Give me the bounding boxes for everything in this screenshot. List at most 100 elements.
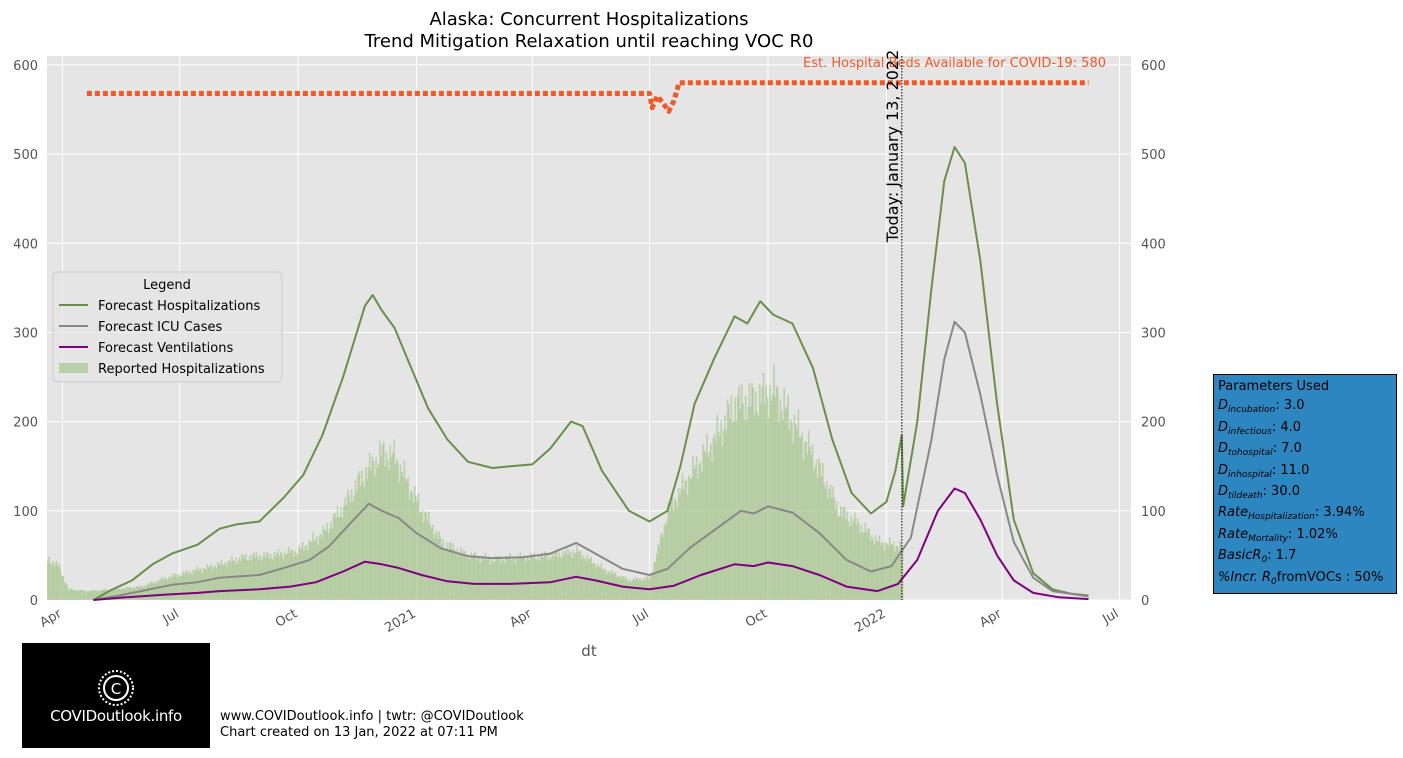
reported-hospitalization-bar xyxy=(160,578,162,600)
reported-hospitalization-bar xyxy=(793,414,796,600)
reported-hospitalization-bar xyxy=(664,525,667,600)
reported-hospitalization-bar xyxy=(655,553,658,600)
reported-hospitalization-bar xyxy=(738,386,740,600)
reported-hospitalization-bar xyxy=(466,553,469,600)
reported-hospitalization-bar xyxy=(68,588,71,600)
reported-hospitalization-bar xyxy=(756,411,758,600)
legend-label: Forecast Hospitalizations xyxy=(98,299,260,314)
reported-hospitalization-bar xyxy=(54,562,57,600)
reported-hospitalization-bar xyxy=(218,563,220,600)
reported-hospitalization-bar xyxy=(111,589,113,600)
reported-hospitalization-bar xyxy=(133,587,135,600)
reported-hospitalization-bar xyxy=(350,489,353,600)
reported-hospitalization-bar xyxy=(232,560,234,600)
reported-hospitalization-bar xyxy=(702,444,704,600)
reported-hospitalization-bar xyxy=(654,561,657,600)
reported-hospitalization-bar xyxy=(179,576,182,600)
reported-hospitalization-bar xyxy=(537,555,540,600)
reported-hospitalization-bar xyxy=(868,528,870,600)
reported-hospitalization-bar xyxy=(729,418,731,600)
reported-hospitalization-bar xyxy=(551,551,554,600)
reported-hospitalization-bar xyxy=(822,463,824,600)
reported-hospitalization-bar xyxy=(367,466,370,600)
reported-hospitalization-bar xyxy=(806,454,809,600)
reported-hospitalization-bar xyxy=(609,573,612,600)
reported-hospitalization-bar xyxy=(211,569,214,600)
reported-hospitalization-bar xyxy=(493,562,496,600)
reported-hospitalization-bar xyxy=(117,588,120,600)
reported-hospitalization-bar xyxy=(72,589,75,600)
reported-hospitalization-bar xyxy=(886,544,888,600)
legend-swatch xyxy=(59,363,88,373)
reported-hospitalization-bar xyxy=(247,560,250,600)
reported-hospitalization-bar xyxy=(670,501,672,600)
reported-hospitalization-bar xyxy=(278,556,281,600)
reported-hospitalization-bar xyxy=(258,560,260,600)
reported-hospitalization-bar xyxy=(855,524,858,600)
reported-hospitalization-bar xyxy=(558,551,560,600)
reported-hospitalization-bar xyxy=(59,570,62,600)
reported-hospitalization-bar xyxy=(536,559,538,600)
reported-hospitalization-bar xyxy=(619,578,622,600)
reported-hospitalization-bar xyxy=(858,523,860,600)
reported-hospitalization-bar xyxy=(486,559,488,600)
reported-hospitalization-bar xyxy=(623,578,626,600)
reported-hospitalization-bar xyxy=(76,589,79,600)
reported-hospitalization-bar xyxy=(281,554,283,600)
series-line-est-hospital-beds-available-for-covid-19 xyxy=(86,80,1089,114)
reported-hospitalization-bar xyxy=(240,560,242,600)
reported-hospitalization-bar xyxy=(628,579,631,600)
legend-title: Legend xyxy=(143,278,191,293)
reported-hospitalization-bar xyxy=(67,589,70,600)
reported-hospitalization-bar xyxy=(370,470,372,600)
parameter-row: RateHospitalization: 3.94% xyxy=(1218,503,1390,524)
svg-text:C: C xyxy=(111,680,121,698)
reported-hospitalization-bar xyxy=(161,577,164,600)
reported-hospitalization-bar xyxy=(516,556,519,600)
reported-hospitalization-bar xyxy=(467,558,470,600)
reported-hospitalization-bar xyxy=(225,567,228,600)
x-tick-label: Apr xyxy=(37,606,65,631)
reported-hospitalization-bar xyxy=(254,557,256,600)
reported-hospitalization-bar xyxy=(488,557,491,600)
reported-hospitalization-bar xyxy=(403,460,406,600)
reported-hospitalization-bar xyxy=(300,546,303,600)
reported-hospitalization-bar xyxy=(650,573,653,600)
reported-hospitalization-bar xyxy=(627,581,630,600)
reported-hospitalization-bar xyxy=(462,549,465,600)
reported-hospitalization-bar xyxy=(797,408,800,600)
reported-hospitalization-bar xyxy=(879,545,882,600)
reported-hospitalization-bar xyxy=(534,558,537,600)
reported-hospitalization-bar xyxy=(677,488,680,600)
parameter-symbol: D xyxy=(1218,398,1229,414)
reported-hospitalization-bar xyxy=(273,552,276,600)
reported-hospitalization-bar xyxy=(435,530,438,600)
reported-hospitalization-bar xyxy=(540,555,542,600)
reported-hospitalization-bar xyxy=(524,561,527,600)
reported-hospitalization-bar xyxy=(178,573,180,600)
reported-hospitalization-bar xyxy=(204,568,206,600)
reported-hospitalization-bar xyxy=(259,554,262,600)
reported-hospitalization-bar xyxy=(775,385,778,600)
reported-hospitalization-bar xyxy=(52,561,54,600)
reported-hospitalization-bar xyxy=(189,572,192,600)
reported-hospitalization-bar xyxy=(264,557,267,600)
reported-hospitalization-bar xyxy=(538,560,541,600)
reported-hospitalization-bar xyxy=(180,575,183,600)
reported-hospitalization-bar xyxy=(515,557,518,600)
parameter-value: : 4.0 xyxy=(1271,419,1301,435)
reported-hospitalization-bar xyxy=(733,420,735,600)
reported-hospitalization-bar xyxy=(789,419,792,600)
reported-hospitalization-bar xyxy=(505,555,507,600)
reported-hospitalization-bar xyxy=(746,419,748,600)
reported-hospitalization-bar xyxy=(892,541,895,600)
reported-hospitalization-bar xyxy=(205,569,207,600)
reported-hospitalization-bar xyxy=(783,387,785,600)
reported-hospitalization-bar xyxy=(897,550,900,600)
reported-hospitalization-bar xyxy=(760,404,762,600)
reported-hospitalization-bar xyxy=(567,554,569,600)
x-tick-label: 2022 xyxy=(852,606,888,636)
x-tick-label: Apr xyxy=(977,606,1005,631)
chart-title-line1: Alaska: Concurrent Hospitalizations xyxy=(429,9,748,30)
